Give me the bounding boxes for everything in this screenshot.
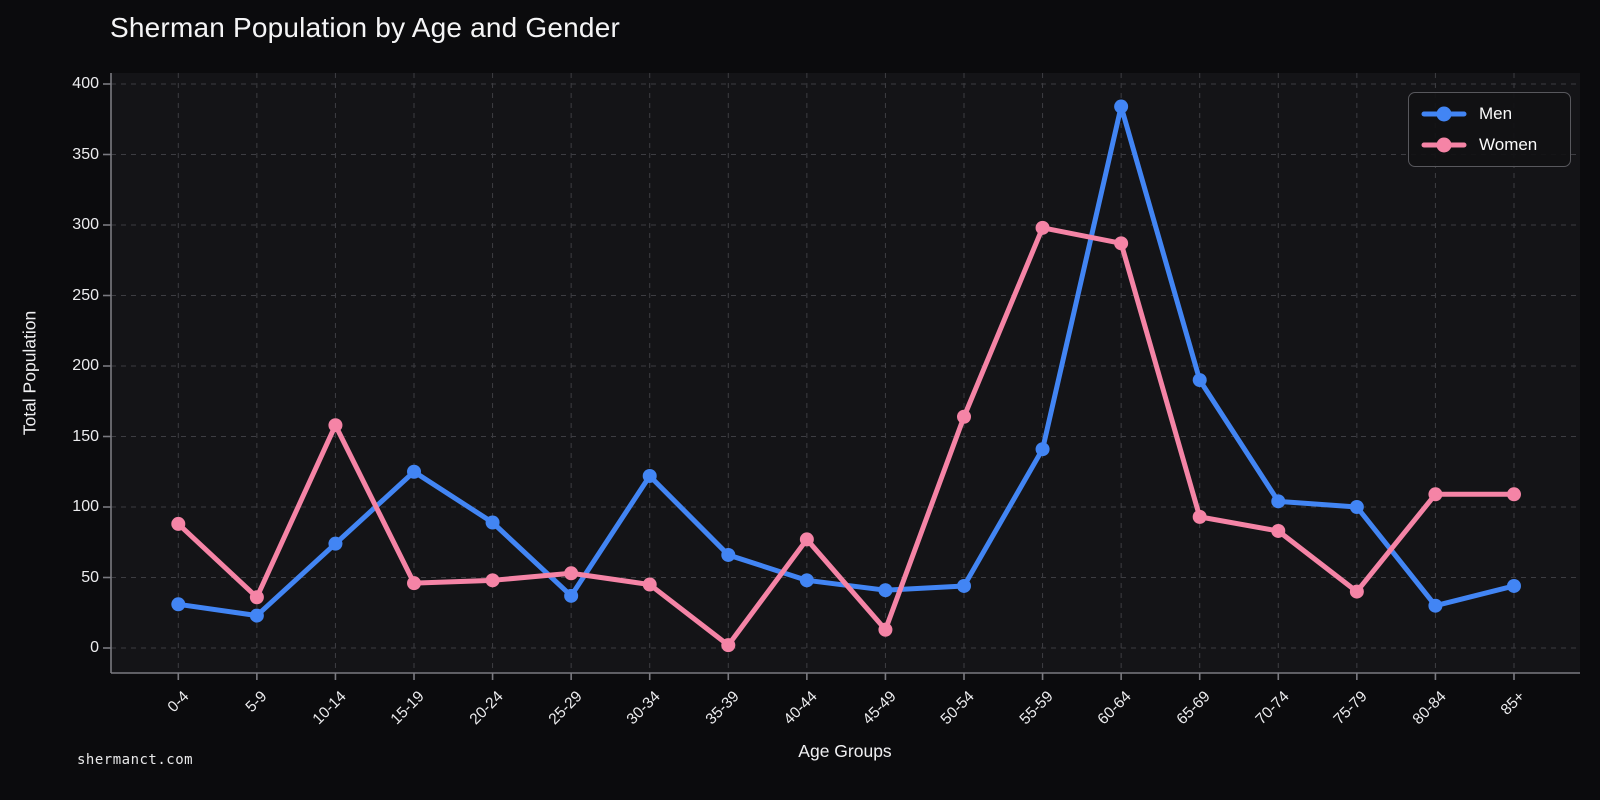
chart-title: Sherman Population by Age and Gender — [110, 12, 620, 43]
men-point-40-44 — [799, 573, 814, 588]
women-point-55-59 — [1035, 220, 1050, 235]
women-point-80-84 — [1428, 487, 1443, 502]
men-point-30-34 — [642, 468, 657, 483]
legend-label-women: Women — [1479, 135, 1538, 154]
men-legend-marker-icon — [1421, 106, 1467, 122]
women-point-85+ — [1506, 487, 1521, 502]
y-tick-label-100: 100 — [72, 498, 99, 515]
men-point-5-9 — [249, 608, 264, 623]
y-tick-label-350: 350 — [72, 145, 99, 163]
y-axis-title: Total Population — [19, 310, 40, 436]
watermark-text: shermanct.com — [77, 752, 194, 768]
women-point-50-54 — [957, 409, 971, 424]
x-axis-title: Age Groups — [798, 741, 892, 761]
women-point-35-39 — [721, 638, 736, 653]
men-line — [175, 104, 1517, 619]
men-point-0-4 — [171, 597, 186, 612]
y-tick-label-300: 300 — [72, 216, 99, 233]
y-tick-label-50: 50 — [81, 568, 99, 586]
men-point-10-14 — [328, 536, 343, 551]
men-point-50-54 — [957, 578, 971, 593]
women-point-60-64 — [1114, 236, 1129, 251]
y-tick-label-150: 150 — [72, 427, 99, 445]
women-point-70-74 — [1271, 523, 1286, 538]
women-point-25-29 — [564, 566, 579, 581]
women-point-75-79 — [1349, 584, 1364, 599]
women-point-30-34 — [642, 577, 657, 592]
men-point-45-49 — [878, 583, 893, 598]
legend-box: Men Women — [1408, 92, 1571, 167]
women-point-20-24 — [485, 573, 500, 588]
legend-item-women: Women — [1421, 133, 1558, 157]
men-point-65-69 — [1192, 373, 1207, 388]
men-point-20-24 — [485, 515, 500, 530]
women-line — [175, 225, 1517, 648]
men-point-60-64 — [1114, 99, 1129, 114]
men-point-75-79 — [1349, 500, 1364, 514]
men-point-80-84 — [1428, 598, 1443, 613]
legend-item-men: Men — [1421, 102, 1558, 126]
women-point-40-44 — [799, 532, 814, 547]
women-point-10-14 — [328, 418, 343, 433]
women-point-65-69 — [1192, 509, 1207, 524]
y-tick-label-200: 200 — [72, 357, 99, 374]
men-point-70-74 — [1271, 494, 1286, 509]
women-point-5-9 — [249, 590, 264, 605]
men-point-85+ — [1506, 578, 1521, 593]
y-tick-label-0: 0 — [90, 639, 99, 656]
legend-label-men: Men — [1479, 104, 1513, 123]
women-legend-marker-icon — [1421, 137, 1467, 153]
women-point-0-4 — [171, 516, 186, 531]
women-point-15-19 — [407, 576, 422, 591]
women-point-45-49 — [878, 622, 893, 637]
men-point-15-19 — [407, 464, 422, 479]
y-tick-label-250: 250 — [72, 286, 99, 304]
y-tick-label-400: 400 — [72, 75, 99, 92]
men-point-55-59 — [1035, 442, 1050, 457]
men-point-25-29 — [564, 588, 579, 603]
men-point-35-39 — [721, 547, 736, 562]
